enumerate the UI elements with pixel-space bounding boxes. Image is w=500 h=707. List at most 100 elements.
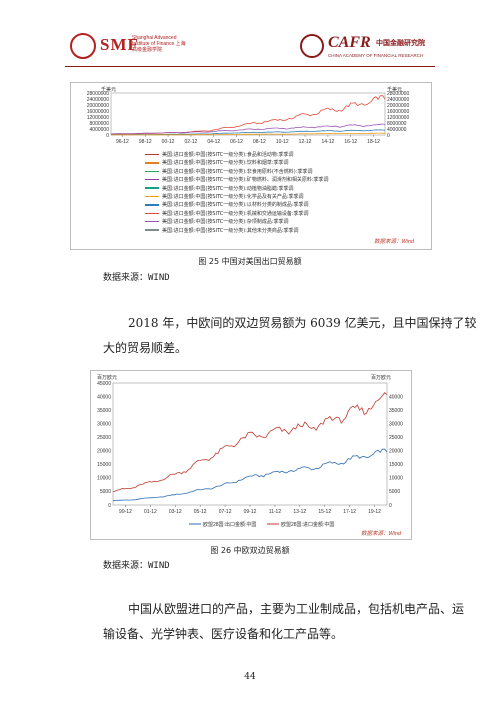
y-tick-label-right: 15000 [389, 462, 403, 468]
legend-swatch [145, 229, 159, 231]
y-tick-label-left: 10000 [97, 476, 111, 482]
cafr-seal-icon [300, 34, 324, 58]
smf-seal-icon [70, 33, 96, 59]
x-tick-label: 05-12 [194, 509, 207, 515]
plot-frame [110, 92, 386, 136]
y-tick-label-right: 25000 [389, 435, 403, 441]
series-line [110, 123, 386, 135]
paragraph-1-line-1: 2018 年，中欧间的双边贸易额为 6039 亿美元，且中国保持了较 [128, 316, 477, 330]
figure26-svg: 百万欧元 百万欧元45000400003500030000250002000015… [97, 374, 403, 528]
legend-item: 美国:进口金额:中国(按SITC一级分类):以材料分类的制成品:季季调 [145, 201, 309, 209]
x-tick-label: 09-12 [244, 509, 257, 515]
y-tick-label-left: 12000000 [87, 115, 109, 121]
y-tick-label-left: 35000 [97, 408, 111, 414]
y-tick-label-left: 15000 [97, 462, 111, 468]
plot-frame [112, 382, 388, 506]
unit-label-left: 千美元 [101, 86, 116, 93]
y-tick-label-right: 28000000 [387, 91, 409, 97]
cafr-logo-en: CHINA ACADEMY OF FINANCIAL RESEARCH [328, 53, 424, 58]
y-tick-label-left: 20000000 [87, 103, 109, 109]
x-tick-label: 96-12 [116, 139, 129, 145]
y-tick-label-left: 4000000 [90, 127, 110, 133]
legend-item: 美国:进口金额:中国(按SITC一级分类):杂项制成品:季季调 [145, 218, 289, 226]
y-tick-label-left: 45000 [97, 381, 111, 387]
legend-label: 美国:进口金额:中国(按SITC一级分类):食品和活动物:季季调 [162, 152, 294, 158]
unit-label-left: 百万欧元 [97, 374, 117, 381]
x-tick-label: 00-12 [162, 139, 175, 145]
legend-swatch [145, 162, 159, 164]
y-tick-label-left: 16000000 [87, 109, 109, 115]
series-line [111, 132, 385, 136]
legend-label: 美国:进口金额:中国(按SITC一级分类):饮料和烟草:季季调 [162, 160, 289, 167]
legend-item: 美国:进口金额:中国(按SITC一级分类):化学品及有关产品:季季调 [145, 193, 304, 201]
smf-logo-text: SMF [100, 35, 139, 54]
legend-label: 美国:进口金额:中国(按SITC一级分类):机械和交通运输设备:季季调 [162, 210, 309, 217]
y-tick-label-left: 40000 [97, 394, 111, 400]
legend-label: 美国:进口金额:中国(按SITC一级分类):矿物燃料、润滑剂和相关原料:季季调 [162, 177, 329, 184]
figure25-caption: 图 25 中国对美国出口贸易额 [198, 257, 302, 266]
legend-item: 美国:进口金额:中国(按SITC一级分类):机械和交通运输设备:季季调 [145, 210, 309, 218]
smf-logo: SMF Shanghai Advanced Institute of Finan… [70, 33, 190, 61]
header-divider [65, 66, 435, 67]
figure26-caption: 图 26 中欧双边贸易额 [210, 546, 290, 555]
x-tick-label: 18-12 [367, 139, 380, 145]
figure25-svg: 千美元 千美元2800000024000000200000001600000012… [87, 86, 410, 145]
figure26-wind-note: 数据来源：Wind [361, 531, 401, 537]
legend-swatch [145, 204, 159, 206]
legend-label: 美国:进口金额:中国(按SITC一级分类):非食用原料(不含燃料):季季调 [162, 168, 313, 175]
y-tick-label-left: 0 [108, 503, 111, 509]
x-tick-label: 07-12 [219, 509, 232, 515]
y-tick-label-left: 8000000 [90, 121, 110, 127]
x-tick-label: 12-12 [299, 139, 312, 145]
legend-label: 美国:进口金额:中国(按SITC一级分类):杂项制成品:季季调 [162, 219, 289, 226]
y-tick-label-left: 30000 [97, 421, 111, 427]
y-tick-label-left: 25000 [97, 435, 111, 441]
legend-swatch [145, 153, 159, 156]
series-line [112, 392, 388, 493]
y-tick-label-right: 16000000 [387, 109, 409, 115]
legend-label: 美国:进口金额:中国(按SITC一级分类):其他未分类商品:季季调 [162, 227, 299, 234]
y-tick-label-right: 40000 [389, 394, 403, 400]
legend-label: 欧盟28国:进口金额:中国 [281, 521, 334, 528]
figure26-source: 数据来源：WIND [103, 561, 170, 571]
legend-item: 美国:进口金额:中国(按SITC一级分类):非食用原料(不含燃料):季季调 [145, 168, 312, 176]
legend-item: 美国:进口金额:中国(按SITC一级分类):矿物燃料、润滑剂和相关原料:季季调 [145, 176, 329, 184]
unit-label-right: 千美元 [387, 86, 402, 93]
y-tick-label-right: 24000000 [387, 97, 409, 103]
y-tick-label-right: 20000 [389, 449, 403, 455]
legend-label: 美国:进口金额:中国(按SITC一级分类):动植物油脂蜡:季季调 [162, 185, 294, 192]
y-tick-label-left: 5000 [100, 489, 111, 495]
series-line [112, 448, 388, 502]
y-tick-label-right: 4000000 [387, 127, 407, 133]
legend-swatch [145, 187, 159, 189]
y-tick-label-right: 5000 [389, 489, 400, 495]
figure26-chart: 百万欧元 百万欧元 45000 40000 35000 30000 25000 20000 15… [90, 370, 412, 540]
y-tick-label-left: 20000 [97, 449, 111, 455]
y-tick-label-right: 20000000 [387, 103, 409, 109]
x-tick-label: 99-12 [119, 509, 132, 515]
paragraph-2-line-1: 中国从欧盟进口的产品，主要为工业制成品，包括机电产品、运 [128, 602, 465, 616]
figure25-legend: 美国:进口金额:中国(按SITC一级分类):食品和活动物:季季调 美国:进口金额:… [145, 151, 415, 241]
x-tick-label: 98-12 [139, 139, 152, 145]
figure25-chart: 千美元 千美元 28000000 24000000 20000000 16000000 12… [70, 82, 432, 250]
legend-item: 美国:进口金额:中国(按SITC一级分类):食品和活动物:季季调 [145, 151, 294, 159]
y-tick-label-right: 0 [387, 133, 390, 139]
y-tick-label-right: 35000 [389, 408, 403, 414]
x-tick-label: 11-12 [269, 509, 282, 515]
paragraph-2-line-2: 输设备、光学钟表、医疗设备和化工产品等。 [103, 627, 344, 641]
legend-label: 美国:进口金额:中国(按SITC一级分类):以材料分类的制成品:季季调 [162, 202, 309, 209]
x-tick-label: 19-12 [368, 509, 381, 515]
y-tick-label-left: 24000000 [87, 97, 109, 103]
y-tick-label-left: 0 [106, 133, 109, 139]
x-tick-label: 06-12 [230, 139, 243, 145]
x-tick-label: 16-12 [344, 139, 357, 145]
legend-item: 美国:进口金额:中国(按SITC一级分类):饮料和烟草:季季调 [145, 159, 289, 167]
x-tick-label: 03-12 [169, 509, 182, 515]
x-tick-label: 08-12 [253, 139, 266, 145]
y-tick-label-right: 30000 [389, 421, 403, 427]
x-tick-label: 14-12 [322, 139, 335, 145]
smf-logo-subtitle: Shanghai Advanced Institute of Finance 上… [132, 35, 186, 53]
x-tick-label: 15-12 [318, 509, 331, 515]
y-tick-label-right: 0 [389, 503, 392, 509]
x-tick-label: 17-12 [343, 509, 356, 515]
